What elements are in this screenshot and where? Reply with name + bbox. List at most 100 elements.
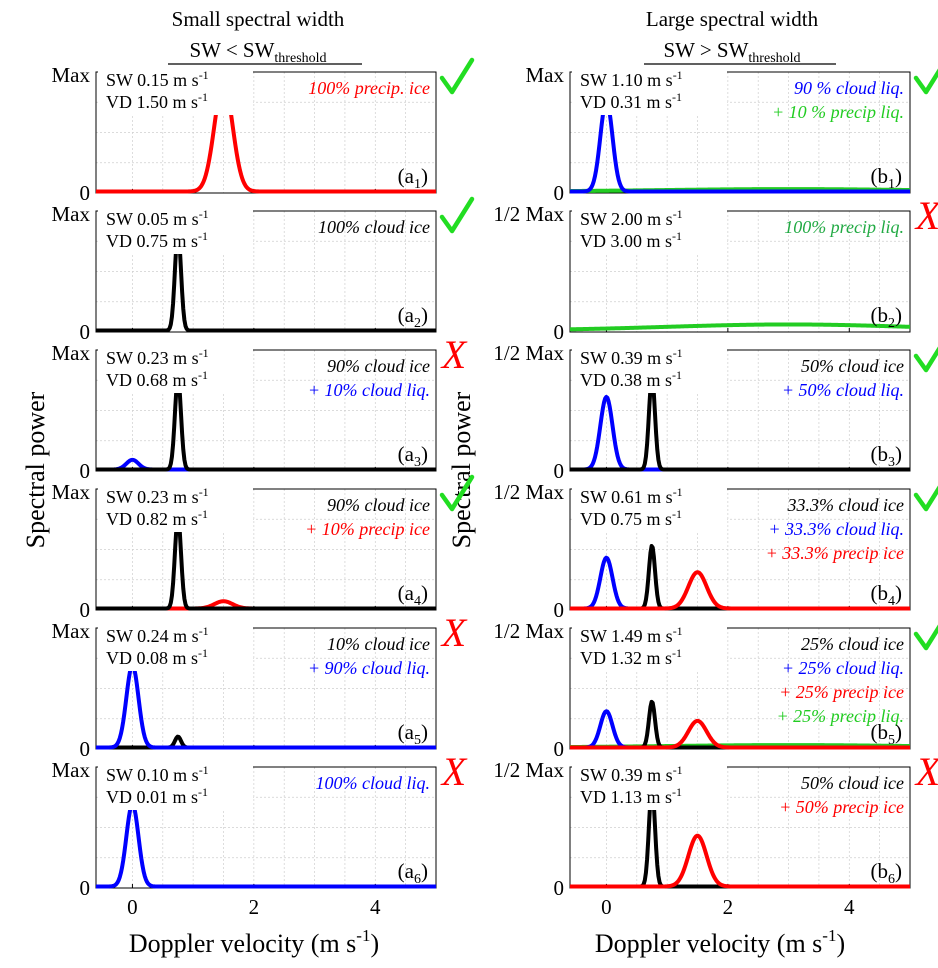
series-line	[95, 376, 437, 472]
vd-unit-exp: -1	[198, 90, 208, 104]
sw-unit-exp: -1	[199, 763, 209, 777]
vd-value: VD 1.50 m s	[106, 92, 198, 112]
series-line	[569, 394, 911, 472]
vd-unit-exp: -1	[198, 646, 208, 660]
panel-letter: b	[878, 303, 889, 327]
vd-label: VD 0.68 m s-1	[106, 368, 208, 390]
composition-annotation: + 33.3% precip ice	[766, 543, 904, 563]
vd-value: VD 0.08 m s	[106, 648, 198, 668]
sw-label: SW 0.39 m s-1	[580, 346, 683, 368]
composition-annotation: + 25% precip ice	[779, 682, 904, 702]
panel-label: (b2)	[871, 303, 903, 331]
check-icon	[913, 624, 938, 651]
panel-subscript: 1	[414, 177, 421, 192]
panel-label-open: (	[871, 164, 878, 188]
subtitle-sub-large: threshold	[748, 51, 800, 66]
vd-value: VD 1.32 m s	[580, 648, 672, 668]
panel-label: (b4)	[871, 581, 903, 609]
vd-unit-exp: -1	[672, 368, 682, 382]
vd-unit-exp: -1	[198, 229, 208, 243]
sw-vd-box	[98, 347, 253, 393]
sw-label: SW 0.61 m s-1	[580, 485, 683, 507]
check-icon	[439, 196, 475, 234]
y-tick-bottom: 0	[80, 320, 91, 344]
sw-unit-exp: -1	[673, 485, 683, 499]
vd-unit-exp: -1	[198, 507, 208, 521]
panel-label-open: (	[398, 859, 405, 883]
x-tick-label: 4	[844, 895, 855, 919]
panel-letter: a	[405, 164, 415, 188]
composition-annotation: 100% cloud liq.	[316, 773, 431, 793]
sw-label: SW 1.49 m s-1	[580, 624, 683, 646]
composition-annotation: 25% cloud ice	[801, 634, 904, 654]
sw-vd-box	[98, 625, 253, 671]
panel-letter: a	[405, 303, 415, 327]
sw-vd-box	[572, 208, 727, 254]
sw-vd-box	[572, 486, 727, 532]
sw-vd-box	[98, 486, 253, 532]
composition-annotation: + 10 % precip liq.	[772, 102, 904, 122]
sw-vd-box	[572, 764, 727, 810]
panel-label-close: )	[421, 720, 428, 744]
sw-unit-exp: -1	[199, 207, 209, 221]
panel-label-open: (	[871, 442, 878, 466]
xlabel-left: Doppler velocity (m s-1)	[129, 926, 379, 958]
sw-label: SW 0.05 m s-1	[106, 207, 209, 229]
panel-subscript: 6	[414, 872, 421, 887]
check-icon	[439, 57, 475, 95]
xlabel-main: Doppler velocity (m s	[595, 929, 822, 958]
y-tick-top: 1/2 Max	[493, 202, 564, 226]
panel-letter: b	[878, 442, 889, 466]
vd-value: VD 0.82 m s	[106, 509, 198, 529]
panel-subscript: 4	[888, 594, 895, 609]
composition-annotation: 90% cloud ice	[327, 495, 430, 515]
vd-label: VD 0.82 m s-1	[106, 507, 208, 529]
panel-letter: b	[878, 164, 889, 188]
column-subtitle-large: SW > SWthreshold	[663, 38, 800, 66]
composition-annotation: + 50% precip ice	[779, 797, 904, 817]
composition-annotation: 90 % cloud liq.	[794, 78, 904, 98]
y-tick-top: Max	[52, 619, 91, 643]
composition-annotation: 50% cloud ice	[801, 773, 904, 793]
panel-letter: a	[405, 720, 415, 744]
series-line	[95, 802, 437, 889]
panel-label-open: (	[871, 859, 878, 883]
composition-annotation: + 50% cloud liq.	[782, 380, 904, 400]
sw-value: SW 0.24 m s	[106, 626, 199, 646]
check-icon	[913, 485, 938, 512]
y-tick-bottom: 0	[554, 181, 565, 205]
column-subtitle-small: SW < SWthreshold	[189, 38, 326, 66]
x-mark-icon: X	[914, 749, 938, 794]
sw-label: SW 0.23 m s-1	[106, 485, 209, 507]
panel-label: (a6)	[398, 859, 428, 887]
vd-value: VD 0.31 m s	[580, 92, 672, 112]
y-tick-bottom: 0	[554, 459, 565, 483]
y-tick-top: Max	[52, 480, 91, 504]
sw-unit-exp: -1	[673, 624, 683, 638]
sw-value: SW 0.39 m s	[580, 765, 673, 785]
y-tick-top: Max	[52, 341, 91, 365]
series-line	[95, 663, 437, 750]
ylabel-right: Spectral power	[447, 391, 476, 548]
sw-label: SW 0.23 m s-1	[106, 346, 209, 368]
vd-unit-exp: -1	[672, 785, 682, 799]
y-tick-top: 1/2 Max	[493, 480, 564, 504]
panel-label-close: )	[895, 859, 902, 883]
series-line	[569, 322, 911, 332]
column-title-small: Small spectral width	[172, 7, 345, 31]
sw-unit-exp: -1	[199, 624, 209, 638]
panel-label-close: )	[895, 442, 902, 466]
column-title-large: Large spectral width	[646, 7, 819, 31]
vd-unit-exp: -1	[672, 646, 682, 660]
series-line	[95, 515, 437, 611]
panel-subscript: 5	[414, 733, 421, 748]
sw-vd-box	[98, 208, 253, 254]
vd-value: VD 0.01 m s	[106, 787, 198, 807]
